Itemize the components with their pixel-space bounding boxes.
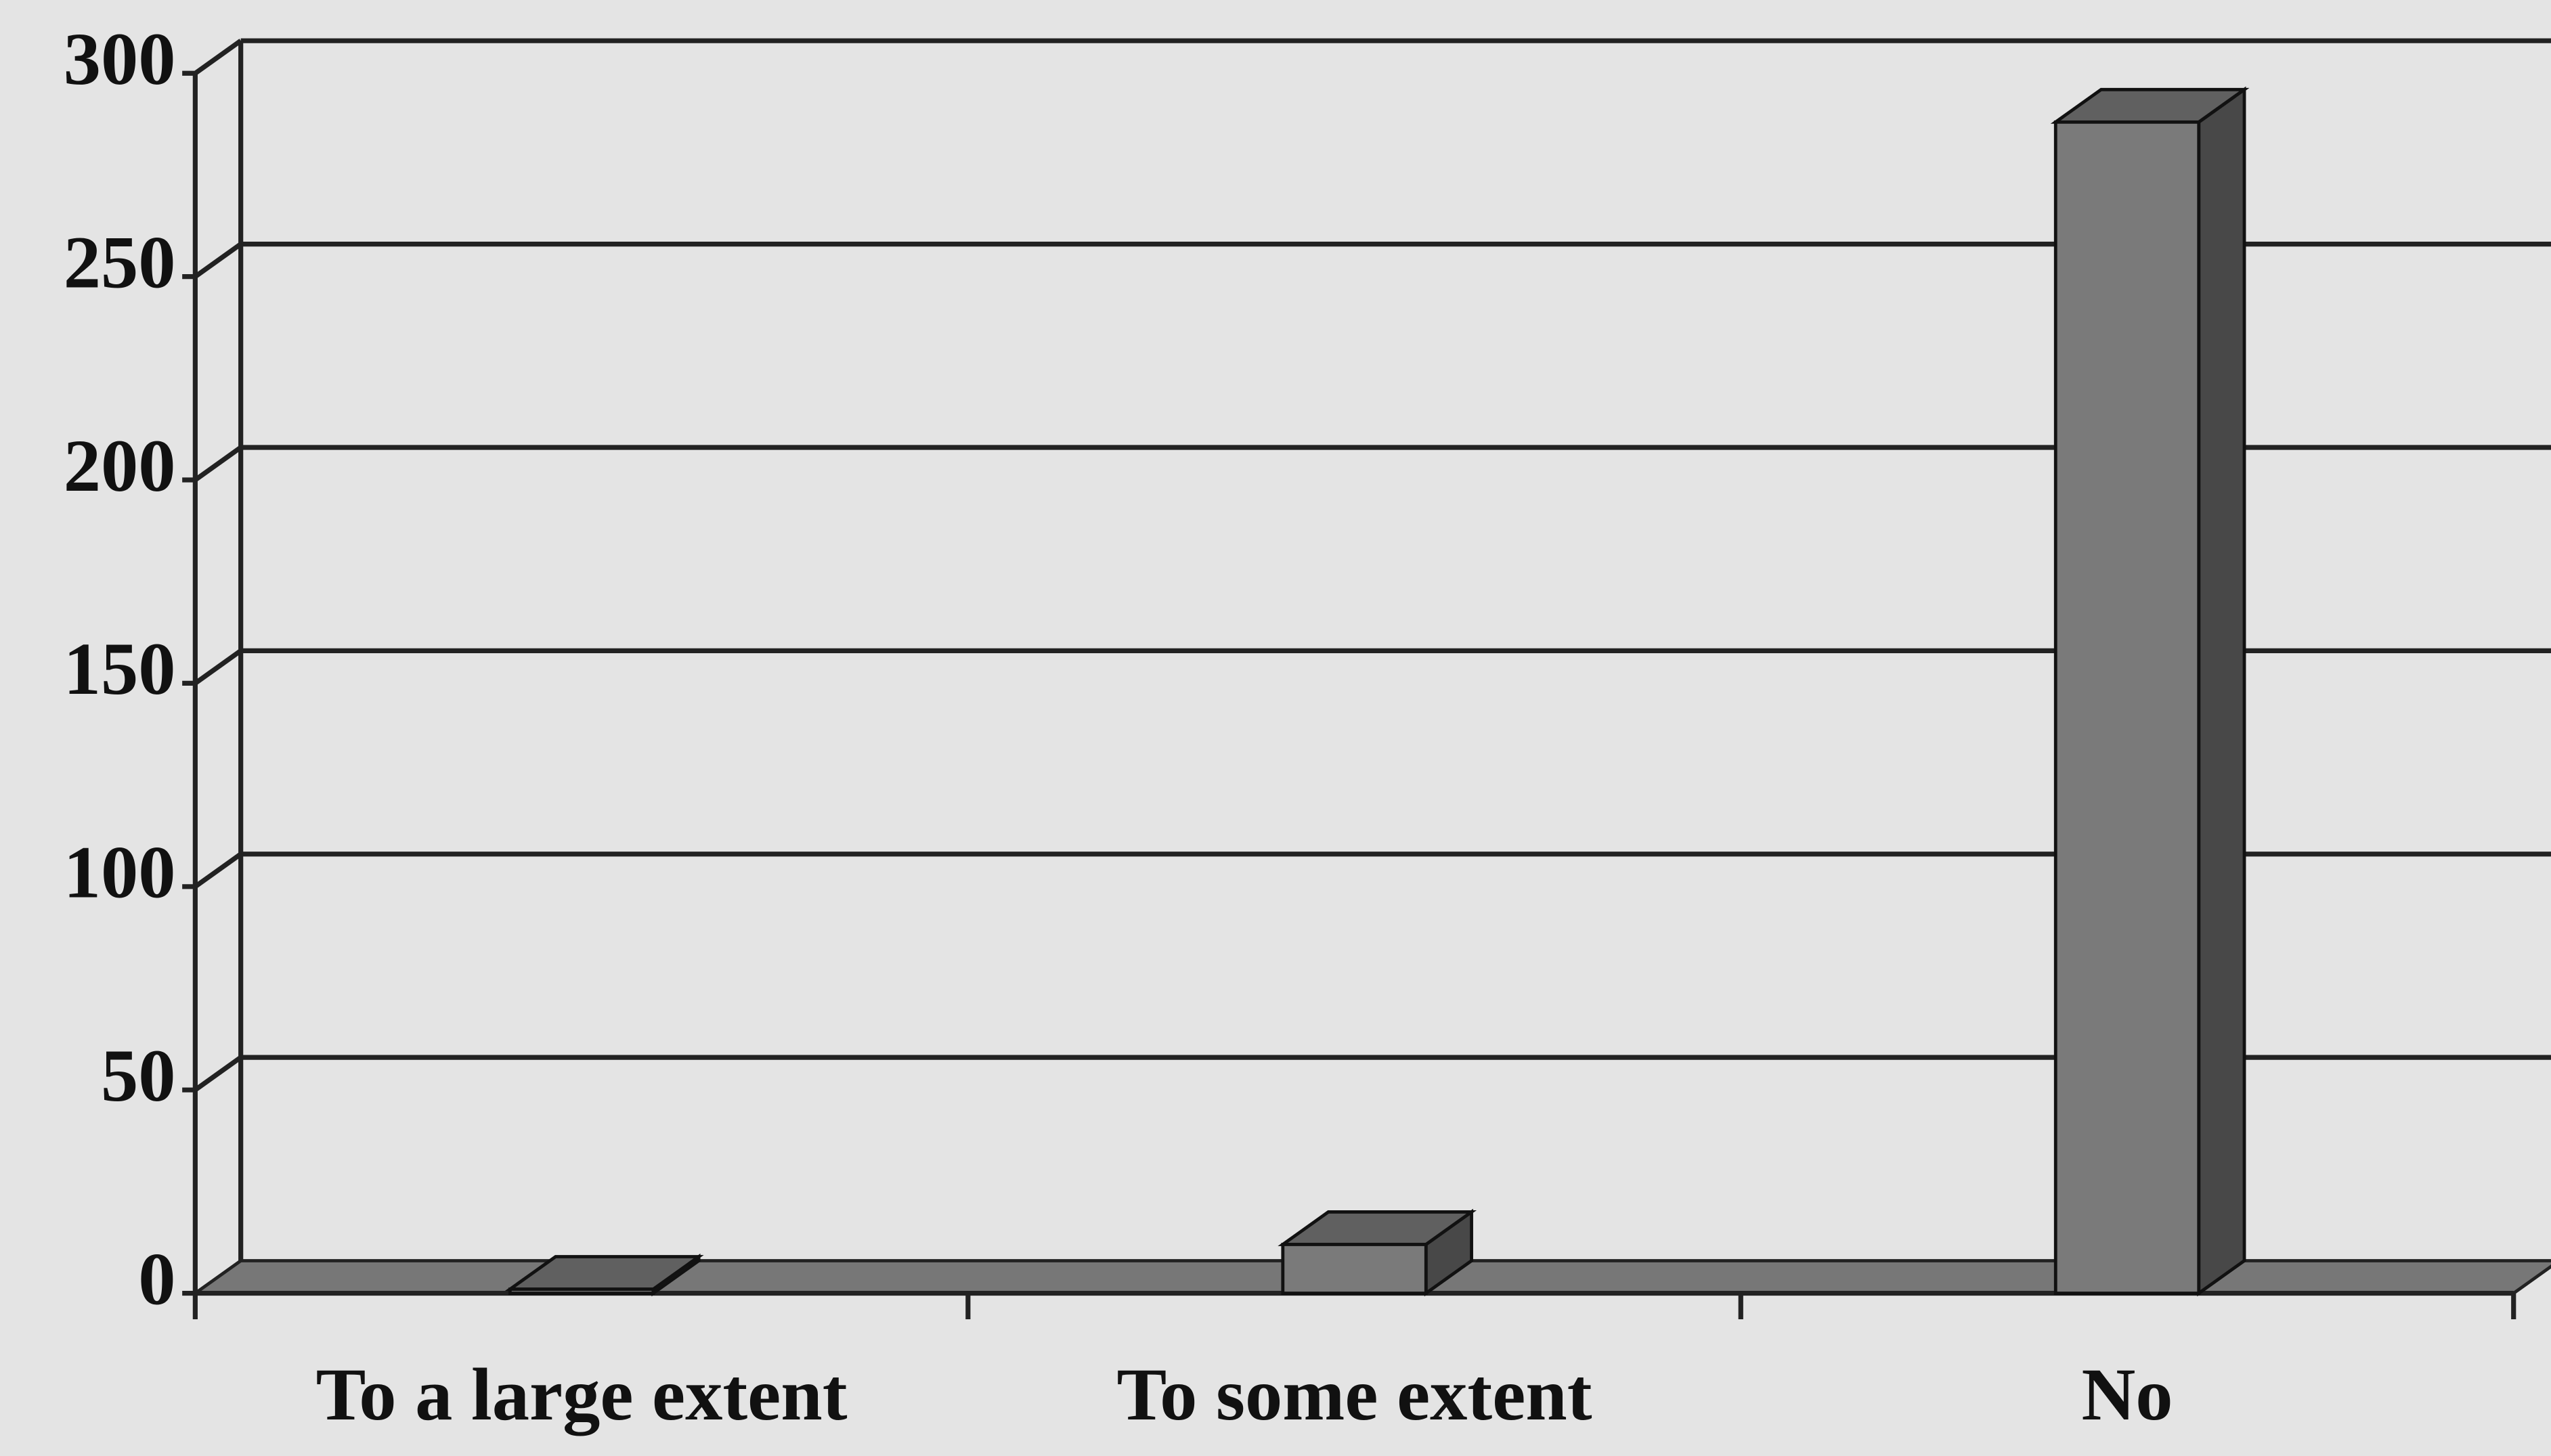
grid-line-side (194, 852, 242, 889)
x-tick-label: To some extent (1117, 1352, 1592, 1436)
grid-line-side (194, 1055, 242, 1093)
grid-line-side (194, 242, 242, 279)
y-tick-label: 250 (64, 220, 176, 303)
grid-line-side (194, 445, 242, 482)
y-tick-label: 300 (64, 17, 176, 100)
y-tick-label: 150 (64, 627, 176, 710)
y-tick-label: 100 (64, 831, 176, 914)
y-tick-label: 0 (138, 1237, 175, 1320)
bar (1281, 1243, 1428, 1295)
bar-side (2197, 86, 2246, 1297)
y-tick-label: 50 (101, 1034, 176, 1117)
bar (2053, 120, 2201, 1295)
grid-line-side (194, 648, 242, 686)
bar (508, 1287, 655, 1295)
grid-line-side (194, 39, 242, 76)
x-tick-label: To a large extent (316, 1352, 848, 1436)
y-tick-label: 200 (64, 424, 176, 507)
x-tick-label: No (2081, 1352, 2173, 1436)
